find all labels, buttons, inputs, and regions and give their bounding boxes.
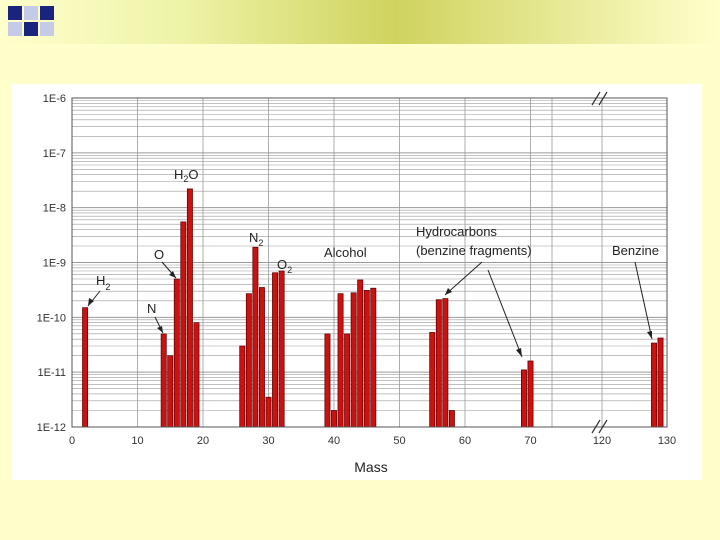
y-tick-label: 1E-9 [43, 258, 66, 270]
chart-panel: 1E-6 1E-7 1E-8 1E-9 1E-10 1E-11 1E-12 0 10 20 30 40… [12, 84, 702, 480]
bar [186, 188, 193, 428]
bar [173, 278, 180, 428]
bar [180, 221, 187, 428]
square-dark [40, 6, 54, 20]
square-light [24, 6, 38, 20]
annotation-benzine-fragments: (benzine fragments) [416, 243, 532, 258]
plot-border [71, 97, 668, 428]
y-tick-label: 1E-10 [37, 312, 66, 324]
arrow-n-head [157, 326, 163, 333]
bar [521, 369, 527, 428]
axis-break-top [591, 91, 608, 106]
bar [657, 337, 664, 428]
arrow-benzine [634, 261, 653, 340]
title-band [0, 0, 720, 44]
bar [324, 333, 331, 428]
decorative-squares [0, 0, 60, 44]
bar [442, 298, 449, 428]
x-tick-label: 10 [131, 435, 143, 447]
x-tick-label: 50 [393, 435, 405, 447]
axis-layer: 1E-6 1E-7 1E-8 1E-9 1E-10 1E-11 1E-120 10 20 30 40… [37, 93, 677, 447]
y-tick-label: 1E-11 [37, 367, 66, 379]
arrow-o-head [169, 271, 176, 278]
annotation-n: N [147, 301, 156, 316]
bar [429, 332, 436, 428]
square-light [40, 22, 54, 36]
annotation-h2: H2 [96, 273, 110, 292]
bar [252, 246, 259, 428]
y-tick-label: 1E-6 [43, 93, 66, 105]
bar [272, 272, 279, 428]
square-light [8, 22, 22, 36]
bar [527, 360, 534, 428]
arrow-hydrocarbons-right-head [516, 348, 522, 357]
annotation-alcohol: Alcohol [324, 245, 367, 260]
x-axis-label: Mass [354, 459, 387, 475]
annotation-o: O [154, 247, 164, 262]
x-tick-label: 40 [328, 435, 340, 447]
bar [245, 293, 252, 428]
x-tick-label: 60 [459, 435, 471, 447]
square-dark [8, 6, 22, 20]
bar [337, 293, 344, 428]
bar [350, 292, 357, 428]
bar [435, 299, 442, 428]
x-tick-label: 130 [658, 435, 676, 447]
x-tick-label: 0 [69, 435, 75, 447]
y-tick-label: 1E-12 [37, 422, 66, 434]
annotation-h2o: H2O [174, 167, 199, 184]
arrow-hydrocarbons-left-head [445, 288, 452, 295]
bar [344, 333, 351, 428]
arrow-hydrocarbons-left [444, 261, 483, 296]
bar [278, 270, 285, 428]
bar-layer [82, 188, 664, 428]
bar [265, 396, 272, 428]
arrow-hydrocarbons-right [487, 269, 523, 358]
x-tick-label: 30 [262, 435, 274, 447]
bar [167, 355, 174, 428]
x-tick-label: 120 [593, 435, 611, 447]
bar [193, 322, 200, 428]
annotation-o2: O2 [277, 257, 292, 275]
annotation-n2: N2 [249, 230, 263, 248]
bar [160, 333, 167, 428]
bar [239, 345, 246, 428]
y-tick-label: 1E-8 [43, 203, 66, 215]
square-dark [24, 22, 38, 36]
bar [363, 290, 370, 428]
x-tick-label: 70 [524, 435, 536, 447]
bar [448, 410, 455, 428]
bar [259, 287, 265, 428]
annotation-benzine: Benzine [612, 243, 659, 258]
y-tick-label: 1E-7 [43, 148, 66, 160]
bar [357, 279, 364, 428]
bar [82, 307, 89, 428]
bar [370, 287, 377, 428]
arrow-h2-head [88, 298, 94, 306]
annotation-hydrocarbons: Hydrocarbons [416, 224, 497, 239]
x-tick-label: 20 [197, 435, 209, 447]
axis-break-bottom [591, 419, 608, 434]
bar [651, 342, 657, 428]
bar [331, 410, 337, 428]
arrow-benzine-head [647, 331, 652, 339]
mass-spectrum-chart: 1E-6 1E-7 1E-8 1E-9 1E-10 1E-11 1E-120 10 20 30 40… [37, 91, 677, 475]
